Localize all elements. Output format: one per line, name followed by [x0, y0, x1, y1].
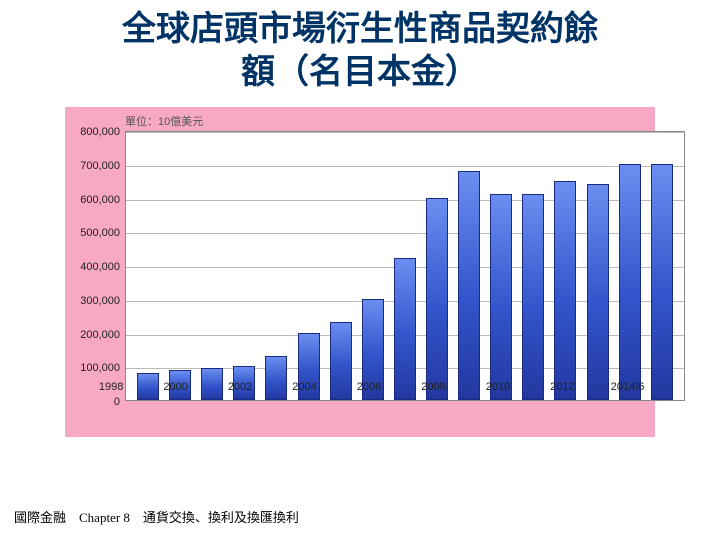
x-tick-label: 2002	[224, 381, 256, 393]
x-tick-label: 2012	[546, 381, 578, 393]
y-axis-labels: 0100,000200,000300,000400,000500,000600,…	[78, 132, 122, 400]
x-tick-label: 2004	[288, 381, 320, 393]
y-tick-label: 500,000	[76, 227, 120, 239]
y-tick-label: 0	[76, 396, 120, 408]
title-line2: 額（名目本金）	[241, 53, 479, 91]
x-tick-label	[579, 381, 611, 393]
footer-text: 國際金融 Chapter 8 通貨交換、換利及換匯換利	[14, 507, 299, 526]
bar	[458, 171, 480, 401]
x-tick-label	[127, 381, 159, 393]
x-tick-label	[192, 381, 224, 393]
x-tick-label	[450, 381, 482, 393]
bars-group	[126, 132, 684, 400]
bar	[265, 356, 287, 400]
y-tick-label: 400,000	[76, 261, 120, 273]
y-tick-label: 200,000	[76, 329, 120, 341]
x-tick-label: 2006	[353, 381, 385, 393]
bar	[651, 164, 673, 400]
x-tick-label: 2000	[159, 381, 191, 393]
bar	[554, 181, 576, 400]
x-tick-label	[385, 381, 417, 393]
unit-label: 單位：10億美元	[125, 113, 647, 129]
bar	[394, 258, 416, 400]
x-tick-label: 1998	[95, 381, 127, 393]
y-tick-label: 700,000	[76, 160, 120, 172]
y-tick-label: 300,000	[76, 295, 120, 307]
bar	[522, 194, 544, 400]
x-tick-label: 2010	[482, 381, 514, 393]
y-tick-label: 800,000	[76, 126, 120, 138]
title-line1: 全球店頭市場衍生性商品契約餘	[122, 10, 598, 48]
x-tick-label: 2008	[417, 381, 449, 393]
x-tick-label	[514, 381, 546, 393]
chart-wrap: 單位：10億美元 0100,000200,000300,000400,00050…	[77, 113, 647, 401]
plot-area: 0100,000200,000300,000400,000500,000600,…	[125, 131, 685, 401]
y-tick-label: 100,000	[76, 362, 120, 374]
page-title: 全球店頭市場衍生性商品契約餘 額（名目本金）	[0, 0, 720, 97]
x-tick-label: 2014/6	[611, 381, 643, 393]
bar	[426, 198, 448, 401]
x-axis-labels: 1998 2000 2002 2004 2006 2008 2010 2012 2014/6	[89, 381, 649, 393]
x-tick-label	[321, 381, 353, 393]
bar	[490, 194, 512, 400]
x-tick-label	[256, 381, 288, 393]
bar	[587, 184, 609, 400]
bar	[619, 164, 641, 400]
y-tick-label: 600,000	[76, 194, 120, 206]
chart-container: 單位：10億美元 0 100,000 200,000 300,000 400,000 50…	[65, 107, 655, 437]
